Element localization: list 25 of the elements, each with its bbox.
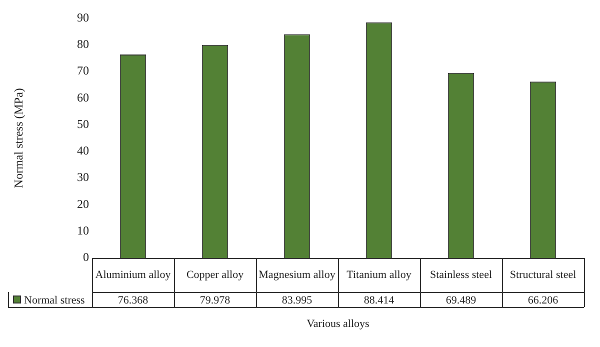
data-label: 88.414 xyxy=(364,294,395,306)
x-tick-label: Structural steel xyxy=(510,268,576,281)
y-tick-label: 60 xyxy=(77,90,89,104)
data-label: 83.995 xyxy=(282,294,313,306)
data-label: 69.489 xyxy=(446,294,477,306)
legend-label: Normal stress xyxy=(24,294,85,306)
y-axis-title: Normal stress (MPa) xyxy=(11,88,26,188)
x-axis-title: Various alloys xyxy=(306,318,370,330)
x-tick-label: Copper alloy xyxy=(186,268,244,281)
y-tick-label: 30 xyxy=(77,170,89,184)
x-tick-label: Magnesium alloy xyxy=(258,268,336,281)
data-label: 66.206 xyxy=(528,294,559,306)
y-tick-label: 10 xyxy=(77,224,89,238)
y-tick-label: 80 xyxy=(77,37,89,51)
data-label: 79.978 xyxy=(200,294,231,306)
y-tick-label: 40 xyxy=(77,144,89,158)
y-tick-label: 90 xyxy=(77,10,89,24)
x-tick-label: Stainless steel xyxy=(430,268,492,281)
y-tick-label: 70 xyxy=(77,64,89,78)
y-tick-label: 20 xyxy=(77,196,89,211)
y-tick-label: 50 xyxy=(77,116,89,131)
y-tick-label: 0 xyxy=(83,250,89,264)
x-tick-label: Aluminium alloy xyxy=(95,268,172,281)
x-tick-label: Titanium alloy xyxy=(346,268,412,281)
data-label: 76.368 xyxy=(118,294,149,306)
